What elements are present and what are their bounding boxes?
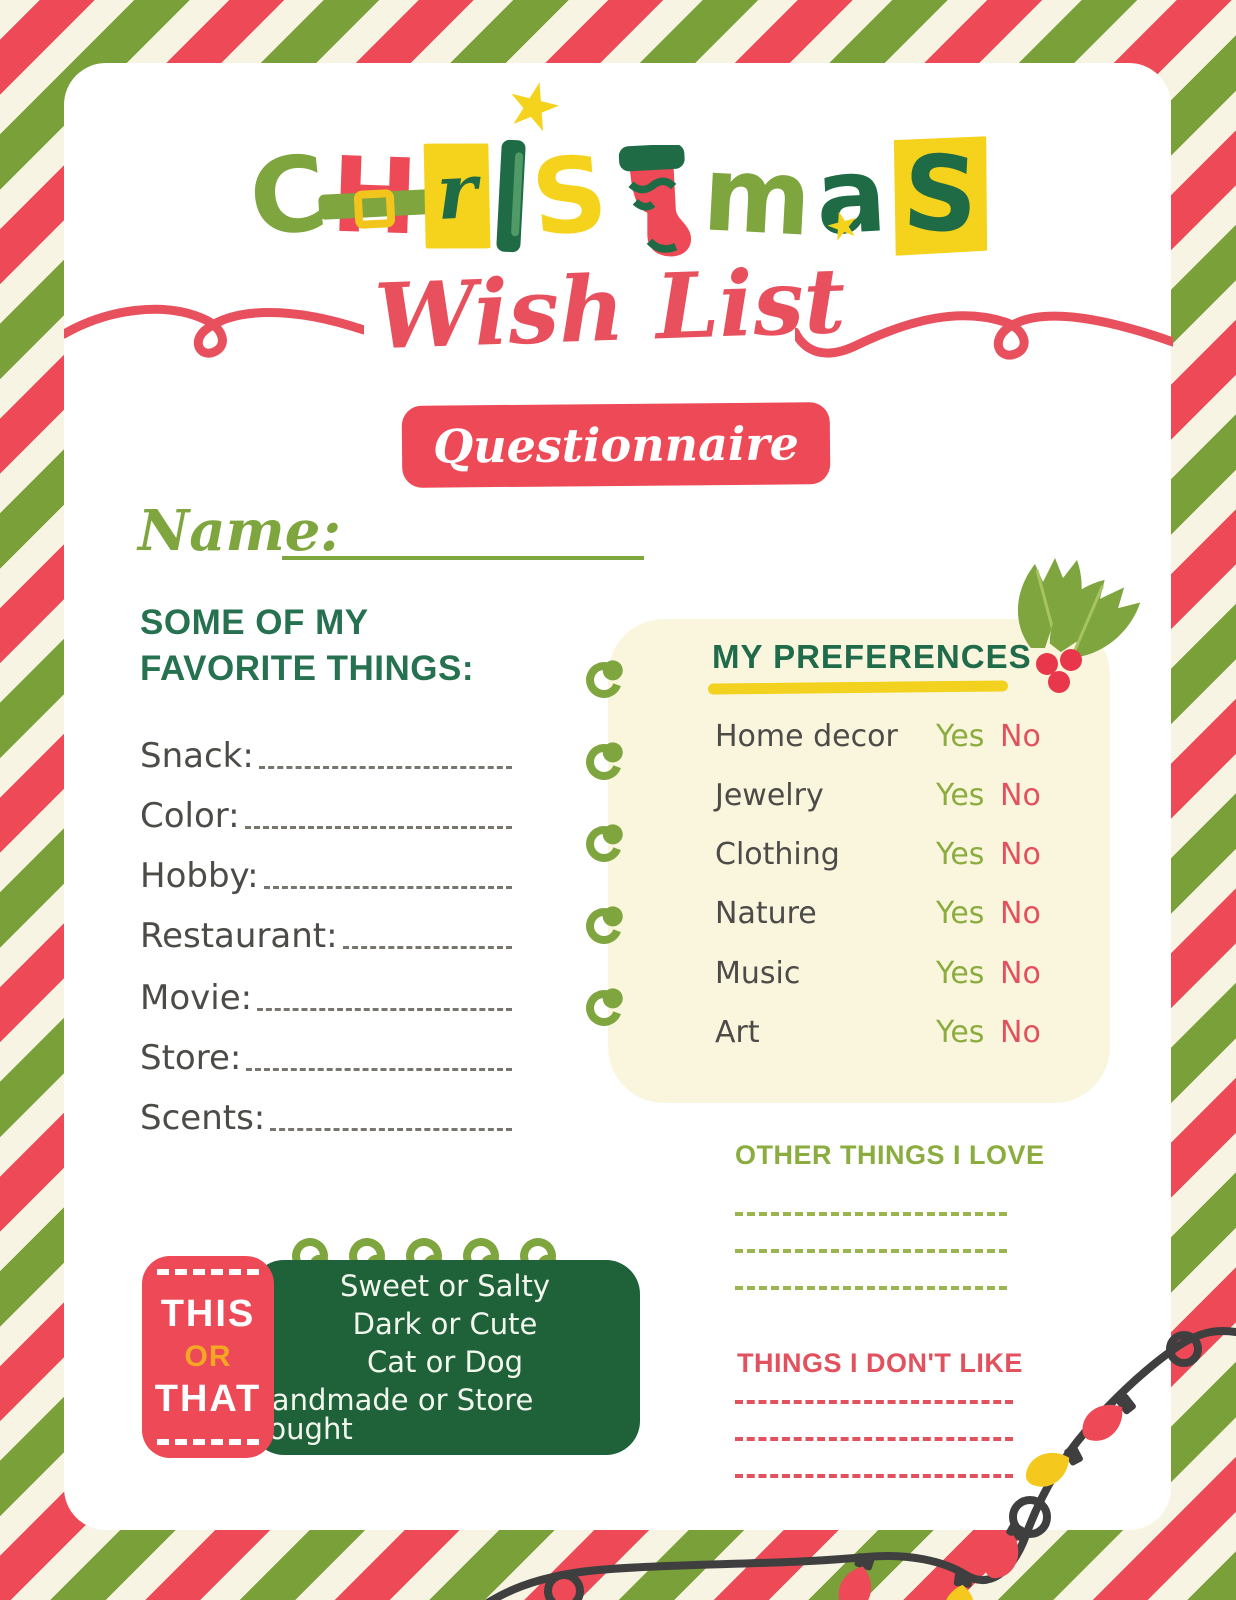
tab-or-label: OR: [184, 1340, 232, 1373]
no-option: No: [1000, 836, 1041, 872]
string-lights-icon: [485, 1326, 1236, 1600]
preference-label: Jewelry: [715, 777, 824, 813]
favorite-label: Store:: [140, 1038, 242, 1078]
favorite-row-store: Store:: [140, 1028, 512, 1078]
title-letter: C: [243, 131, 333, 261]
favorite-row-scents: Scents:: [140, 1088, 512, 1138]
favorite-label: Color:: [140, 796, 240, 836]
preference-label: Nature: [715, 895, 817, 931]
write-in-line: [735, 1212, 1007, 1216]
favorite-row-hobby: Hobby:: [140, 846, 512, 896]
yes-option: Yes: [936, 718, 985, 754]
write-in-line: [342, 946, 512, 949]
write-in-line: [246, 1068, 512, 1071]
preference-label: Music: [715, 955, 801, 991]
tab-that-label: THAT: [154, 1378, 262, 1420]
write-in-line: [258, 766, 512, 769]
preference-label: Home decor: [715, 718, 898, 754]
this-or-that-options-panel: Sweet or Salty Dark or Cute Cat or Dog H…: [250, 1260, 640, 1455]
preferences-heading: MY PREFERENCES: [712, 638, 1032, 675]
stocking-icon: [612, 143, 698, 263]
title-letter-santa-belt: H: [329, 133, 421, 259]
no-option: No: [1000, 718, 1041, 754]
preference-row-clothing: Clothing Yes No: [715, 830, 1050, 878]
favorite-row-restaurant: Restaurant:: [140, 906, 512, 956]
write-in-line: [270, 1128, 512, 1131]
title-letter: r: [421, 140, 495, 251]
yes-option: Yes: [936, 895, 985, 931]
favorites-heading-line1: SOME OF MY: [140, 603, 369, 642]
questionnaire-badge: Questionnaire: [401, 402, 831, 488]
preference-row-nature: Nature Yes No: [715, 889, 1050, 937]
write-in-line: [263, 886, 512, 889]
no-option: No: [1000, 777, 1041, 813]
favorite-label: Snack:: [140, 736, 254, 776]
preference-row-jewelry: Jewelry Yes No: [715, 771, 1050, 819]
write-in-line: [735, 1249, 1007, 1253]
title-letter-star: a: [813, 133, 889, 259]
write-in-line: [735, 1474, 1013, 1478]
dont-like-heading: THINGS I DON'T LIKE: [737, 1348, 1023, 1378]
name-label: Name:: [138, 498, 342, 564]
this-or-that-tab: THIS OR THAT: [142, 1256, 274, 1458]
no-option: No: [1000, 955, 1041, 991]
favorite-label: Movie:: [140, 978, 253, 1018]
yes-option: Yes: [936, 777, 985, 813]
favorite-label: Hobby:: [140, 856, 259, 896]
title-letter: S: [888, 131, 993, 260]
write-in-line: [257, 1008, 512, 1011]
write-in-line: [244, 826, 512, 829]
this-or-that-option: Sweet or Salty: [339, 1268, 551, 1303]
holly-icon: [1017, 558, 1141, 693]
preference-row-music: Music Yes No: [715, 949, 1050, 997]
yes-option: Yes: [936, 955, 985, 991]
preferences-panel: [608, 619, 1110, 1103]
questionnaire-badge-label: Questionnaire: [432, 416, 800, 474]
title-letter: i: [496, 139, 527, 253]
preference-label: Art: [715, 1014, 760, 1050]
christmas-title: C H r i S m a S: [244, 126, 993, 266]
write-in-line: [735, 1400, 1013, 1404]
preference-label: Clothing: [715, 836, 840, 872]
favorite-row-color: Color:: [140, 786, 512, 836]
other-things-heading: OTHER THINGS I LOVE: [735, 1140, 1045, 1170]
this-or-that-option: Dark or Cute: [352, 1306, 538, 1341]
yes-option: Yes: [936, 836, 985, 872]
favorite-label: Scents:: [140, 1098, 266, 1138]
title-letter: S: [526, 131, 612, 261]
no-option: No: [1000, 1014, 1041, 1050]
favorite-row-movie: Movie:: [140, 968, 512, 1018]
tab-this-label: THIS: [160, 1293, 256, 1335]
write-in-line: [735, 1437, 1013, 1441]
write-in-line: [735, 1286, 1007, 1290]
flourish-right: [795, 311, 1173, 360]
preference-row-art: Art Yes No: [715, 1008, 1050, 1056]
no-option: No: [1000, 895, 1041, 931]
title-letter: m: [699, 132, 815, 260]
this-or-that-option: Cat or Dog: [367, 1344, 523, 1379]
yes-option: Yes: [936, 1014, 985, 1050]
favorites-heading: SOME OF MY FAVORITE THINGS:: [140, 600, 474, 692]
favorite-row-snack: Snack:: [140, 726, 512, 776]
preference-row-home-decor: Home decor Yes No: [715, 712, 1050, 760]
favorite-label: Restaurant:: [140, 916, 338, 956]
favorites-heading-line2: FAVORITE THINGS:: [140, 649, 475, 689]
name-write-in-line: [282, 520, 644, 560]
flourish-left: [64, 304, 364, 358]
